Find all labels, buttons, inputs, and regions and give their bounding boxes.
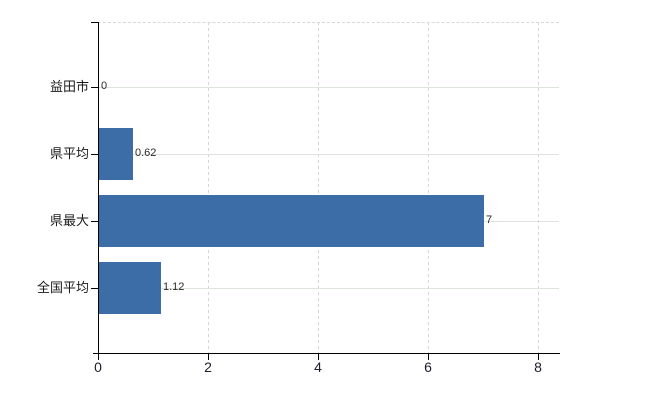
x-axis <box>93 353 560 354</box>
category-label: 全国平均 <box>36 280 89 295</box>
bar-value-label: 7 <box>486 214 493 226</box>
bar-1 <box>99 128 133 180</box>
bar-value-label: 1.12 <box>163 281 185 293</box>
x-tick-label: 0 <box>94 359 102 375</box>
x-tick <box>208 354 209 360</box>
bar-2 <box>99 195 484 247</box>
x-tick <box>428 354 429 360</box>
bar-3 <box>99 262 161 314</box>
category-label: 県最大 <box>49 213 89 228</box>
x-tick <box>538 354 539 360</box>
gridline-vertical <box>208 22 209 353</box>
plot-top-border <box>98 22 559 23</box>
y-axis-top-tick <box>91 22 98 23</box>
gridline-horizontal <box>99 288 559 289</box>
bar-value-label: 0.62 <box>135 147 157 159</box>
category-label: 県平均 <box>49 146 89 161</box>
gridline-vertical <box>318 22 319 353</box>
gridline-vertical <box>538 22 539 353</box>
x-tick-label: 8 <box>534 359 542 375</box>
bar-value-label: 0 <box>101 80 108 92</box>
y-tick <box>91 288 98 289</box>
gridline-vertical <box>428 22 429 353</box>
x-tick-label: 4 <box>314 359 322 375</box>
category-label: 益田市 <box>49 79 89 94</box>
x-tick <box>98 354 99 360</box>
gridline-horizontal <box>99 87 559 88</box>
y-tick <box>91 154 98 155</box>
gridline-horizontal <box>99 154 559 155</box>
x-tick <box>318 354 319 360</box>
y-axis <box>98 22 99 354</box>
x-tick-label: 2 <box>204 359 212 375</box>
plot-area <box>98 22 559 353</box>
y-tick <box>91 87 98 88</box>
y-tick <box>91 221 98 222</box>
x-tick-label: 6 <box>424 359 432 375</box>
